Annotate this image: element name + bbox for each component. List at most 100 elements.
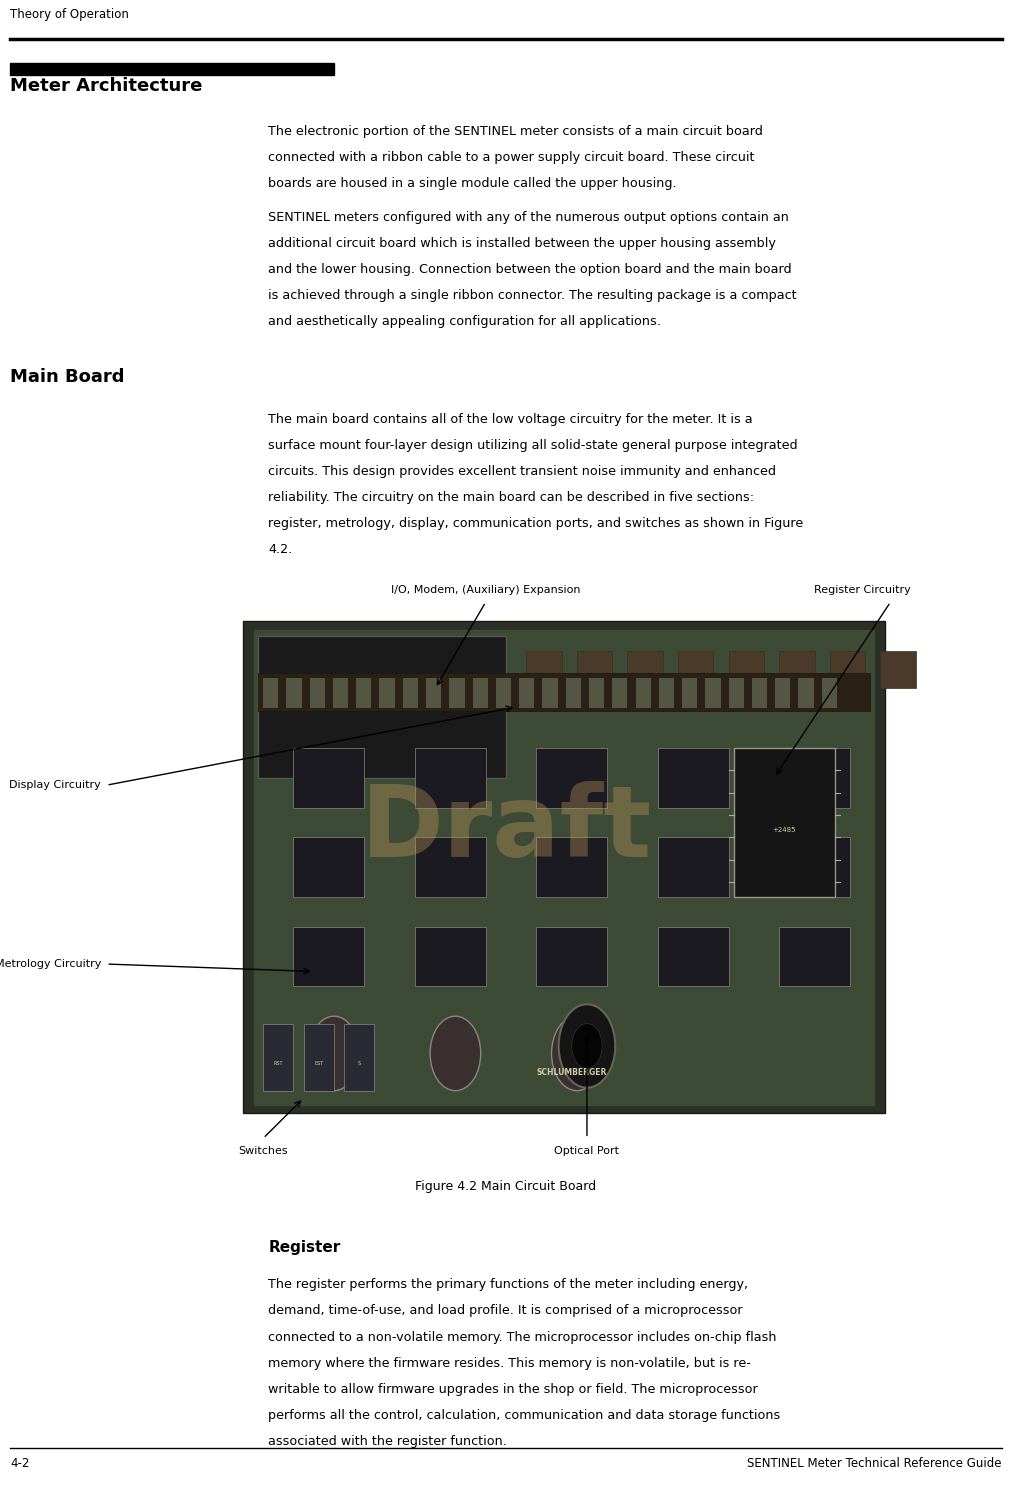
- Bar: [402, 678, 418, 708]
- Bar: [657, 837, 728, 897]
- Bar: [333, 678, 348, 708]
- Circle shape: [308, 1016, 359, 1091]
- Text: is achieved through a single ribbon connector. The resulting package is a compac: is achieved through a single ribbon conn…: [268, 289, 796, 302]
- Text: circuits. This design provides excellent transient noise immunity and enhanced: circuits. This design provides excellent…: [268, 465, 775, 478]
- Text: 4.2.: 4.2.: [268, 542, 292, 556]
- Circle shape: [430, 1016, 480, 1091]
- Circle shape: [571, 1024, 602, 1068]
- Bar: [519, 678, 534, 708]
- Bar: [258, 673, 869, 711]
- Text: and the lower housing. Connection between the option board and the main board: and the lower housing. Connection betwee…: [268, 262, 791, 276]
- Text: Draft: Draft: [360, 781, 651, 879]
- Bar: [778, 837, 849, 897]
- Text: Display Circuitry: Display Circuitry: [9, 781, 101, 790]
- Circle shape: [558, 1004, 615, 1088]
- Bar: [798, 678, 813, 708]
- Text: S: S: [357, 1061, 361, 1067]
- Text: Meter Architecture: Meter Architecture: [10, 77, 202, 95]
- Text: surface mount four-layer design utilizing all solid-state general purpose integr: surface mount four-layer design utilizin…: [268, 438, 797, 451]
- Text: +2485: +2485: [771, 827, 796, 833]
- Bar: [258, 636, 506, 778]
- Bar: [303, 1024, 334, 1091]
- Bar: [253, 629, 875, 1106]
- Bar: [472, 678, 487, 708]
- Text: SENTINEL Meter Technical Reference Guide: SENTINEL Meter Technical Reference Guide: [747, 1457, 1001, 1471]
- Bar: [635, 678, 650, 708]
- Text: boards are housed in a single module called the upper housing.: boards are housed in a single module cal…: [268, 177, 676, 191]
- Bar: [356, 678, 371, 708]
- Bar: [415, 927, 485, 986]
- Text: I/O, Modem, (Auxiliary) Expansion: I/O, Modem, (Auxiliary) Expansion: [390, 584, 580, 595]
- Text: additional circuit board which is installed between the upper housing assembly: additional circuit board which is instal…: [268, 237, 775, 250]
- Bar: [778, 927, 849, 986]
- Text: EST: EST: [313, 1061, 324, 1067]
- Bar: [293, 748, 364, 808]
- Text: Theory of Operation: Theory of Operation: [10, 7, 128, 21]
- Bar: [677, 651, 713, 688]
- Bar: [379, 678, 394, 708]
- Bar: [426, 678, 441, 708]
- Bar: [751, 678, 766, 708]
- Bar: [627, 651, 662, 688]
- Text: 4-2: 4-2: [10, 1457, 29, 1471]
- Bar: [728, 678, 743, 708]
- Bar: [263, 1024, 293, 1091]
- Bar: [293, 837, 364, 897]
- Text: register, metrology, display, communication ports, and switches as shown in Figu: register, metrology, display, communicat…: [268, 517, 803, 530]
- Text: The main board contains all of the low voltage circuitry for the meter. It is a: The main board contains all of the low v…: [268, 413, 752, 426]
- Text: writable to allow firmware upgrades in the shop or field. The microprocessor: writable to allow firmware upgrades in t…: [268, 1383, 757, 1396]
- Bar: [821, 678, 836, 708]
- Bar: [733, 748, 834, 897]
- Bar: [728, 651, 763, 688]
- Circle shape: [551, 1016, 602, 1091]
- Bar: [344, 1024, 374, 1091]
- Text: Register: Register: [268, 1240, 340, 1255]
- Text: connected with a ribbon cable to a power supply circuit board. These circuit: connected with a ribbon cable to a power…: [268, 152, 754, 164]
- Bar: [657, 927, 728, 986]
- Bar: [880, 651, 915, 688]
- Text: connected to a non-volatile memory. The microprocessor includes on-chip flash: connected to a non-volatile memory. The …: [268, 1331, 775, 1344]
- Text: and aesthetically appealing configuration for all applications.: and aesthetically appealing configuratio…: [268, 314, 660, 328]
- Bar: [774, 678, 790, 708]
- Bar: [576, 651, 612, 688]
- Bar: [778, 748, 849, 808]
- Bar: [681, 678, 697, 708]
- Bar: [612, 678, 627, 708]
- Bar: [293, 927, 364, 986]
- Text: demand, time-of-use, and load profile. It is comprised of a microprocessor: demand, time-of-use, and load profile. I…: [268, 1304, 742, 1317]
- Text: Optical Port: Optical Port: [554, 1146, 619, 1156]
- Bar: [495, 678, 511, 708]
- Bar: [286, 678, 301, 708]
- Text: Register Circuitry: Register Circuitry: [813, 584, 910, 595]
- Bar: [526, 651, 561, 688]
- Bar: [657, 748, 728, 808]
- Text: Metrology Circuitry: Metrology Circuitry: [0, 960, 101, 969]
- Text: memory where the firmware resides. This memory is non-volatile, but is re-: memory where the firmware resides. This …: [268, 1356, 750, 1369]
- Bar: [658, 678, 673, 708]
- Bar: [778, 651, 814, 688]
- Text: SENTINEL meters configured with any of the numerous output options contain an: SENTINEL meters configured with any of t…: [268, 210, 789, 224]
- Text: associated with the register function.: associated with the register function.: [268, 1435, 507, 1448]
- Bar: [536, 927, 607, 986]
- Text: The register performs the primary functions of the meter including energy,: The register performs the primary functi…: [268, 1278, 747, 1292]
- Bar: [705, 678, 720, 708]
- Text: SCHLUMBERGER: SCHLUMBERGER: [536, 1068, 607, 1077]
- Bar: [449, 678, 464, 708]
- Bar: [10, 63, 334, 74]
- Bar: [243, 621, 885, 1113]
- Text: RST: RST: [273, 1061, 283, 1067]
- Bar: [829, 651, 864, 688]
- Text: Switches: Switches: [238, 1146, 288, 1156]
- Bar: [542, 678, 557, 708]
- Text: performs all the control, calculation, communication and data storage functions: performs all the control, calculation, c…: [268, 1408, 779, 1421]
- Bar: [415, 837, 485, 897]
- Text: Main Board: Main Board: [10, 368, 124, 386]
- Bar: [263, 678, 278, 708]
- Bar: [565, 678, 580, 708]
- Bar: [309, 678, 325, 708]
- Bar: [536, 837, 607, 897]
- Text: reliability. The circuitry on the main board can be described in five sections:: reliability. The circuitry on the main b…: [268, 490, 753, 504]
- Bar: [536, 748, 607, 808]
- Bar: [415, 748, 485, 808]
- Bar: [588, 678, 604, 708]
